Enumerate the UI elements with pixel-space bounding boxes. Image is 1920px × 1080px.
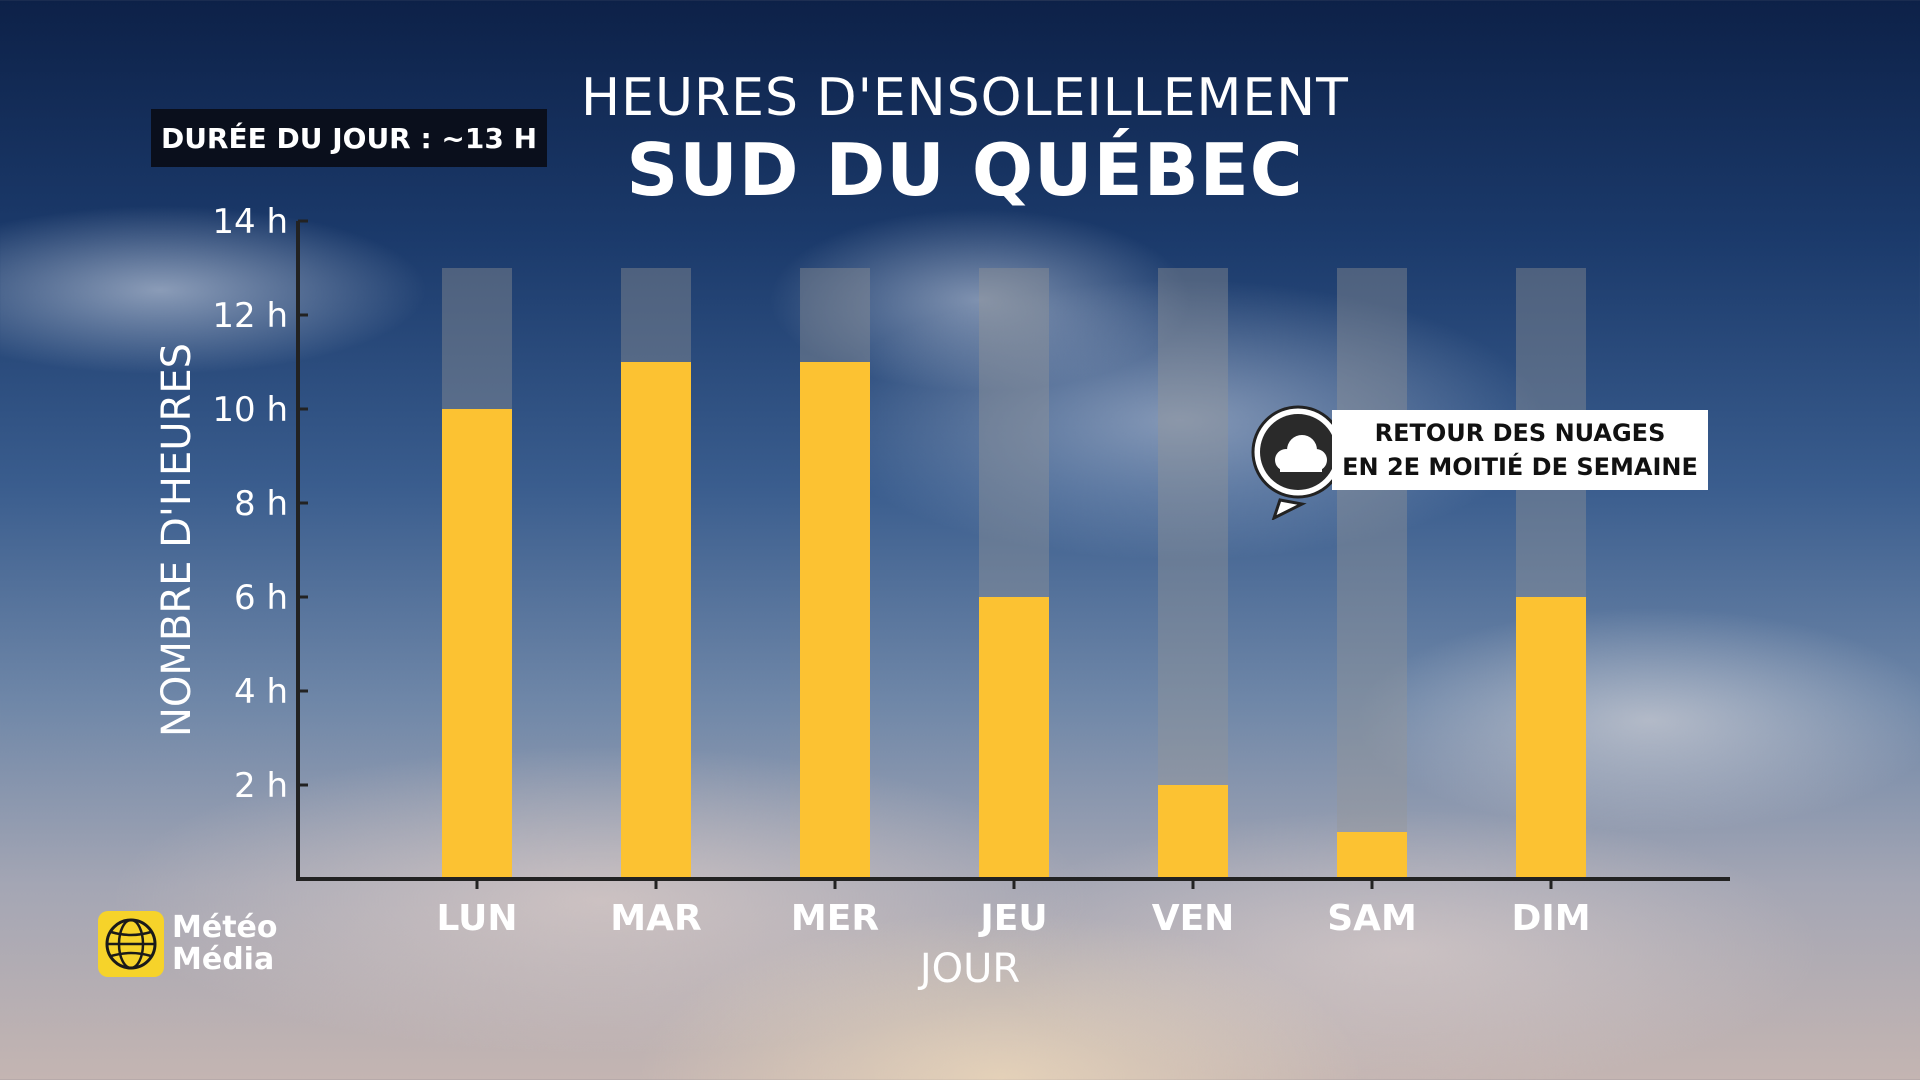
- bar: [979, 597, 1049, 879]
- bar: [1516, 597, 1586, 879]
- callout-line1: RETOUR DES NUAGES: [1374, 419, 1666, 447]
- day-length-badge: DURÉE DU JOUR : ~13 H: [151, 109, 547, 167]
- chart-title-line2: SUD DU QUÉBEC: [626, 128, 1304, 212]
- y-axis-title: NOMBRE D'HEURES: [154, 343, 200, 737]
- daylight-bar: [1337, 268, 1407, 879]
- logo-line1: Météo: [172, 910, 278, 945]
- daylight-bar: [1158, 268, 1228, 879]
- x-tick-label: MAR: [610, 898, 701, 939]
- y-tick-label: 6 h: [234, 578, 288, 618]
- bar: [1158, 785, 1228, 879]
- y-tick-label: 12 h: [212, 296, 288, 336]
- x-axis-title: JOUR: [917, 946, 1020, 992]
- chart-title-line1: HEURES D'ENSOLEILLEMENT: [581, 68, 1349, 128]
- x-tick-label: MER: [791, 898, 879, 939]
- y-tick-label: 14 h: [212, 202, 288, 242]
- x-tick-label: JEU: [977, 898, 1047, 939]
- x-tick-label: SAM: [1327, 898, 1417, 939]
- callout-line2: EN 2E MOITIÉ DE SEMAINE: [1342, 453, 1698, 481]
- clouds-callout: RETOUR DES NUAGES EN 2E MOITIÉ DE SEMAIN…: [1250, 400, 1710, 520]
- bar: [442, 409, 512, 879]
- callout-text: RETOUR DES NUAGES EN 2E MOITIÉ DE SEMAIN…: [1332, 410, 1708, 490]
- y-tick-label: 10 h: [212, 390, 288, 430]
- logo-line2: Média: [172, 942, 275, 977]
- bar: [621, 362, 691, 879]
- x-tick-label: LUN: [436, 898, 517, 939]
- meteomedia-logo: Météo Média: [98, 908, 278, 980]
- x-tick-label: VEN: [1152, 898, 1235, 939]
- logo-text: Météo Média: [172, 912, 278, 976]
- globe-icon: [98, 911, 164, 977]
- y-tick-label: 8 h: [234, 484, 288, 524]
- y-tick-label: 2 h: [234, 766, 288, 806]
- bar: [800, 362, 870, 879]
- bar: [1337, 832, 1407, 879]
- y-tick-label: 4 h: [234, 672, 288, 712]
- x-tick-label: DIM: [1511, 898, 1590, 939]
